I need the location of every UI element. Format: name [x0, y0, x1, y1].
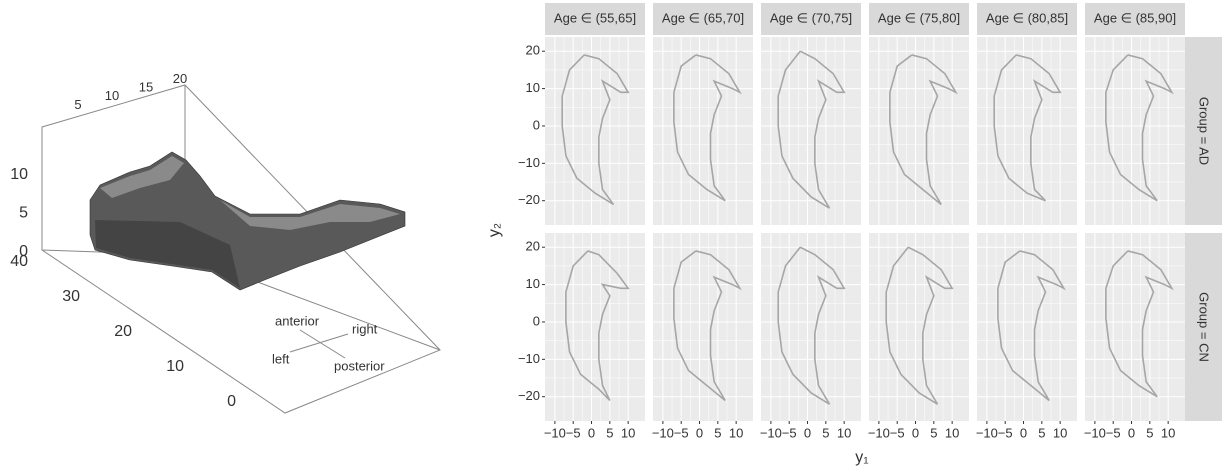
x-tick-label: −5	[782, 425, 797, 440]
x-tick-label: −5	[1106, 425, 1121, 440]
col-strip-label: Age ∈ (75,80]	[878, 10, 960, 25]
y-tick-label: −10	[518, 351, 540, 366]
depth-tick-label: 0	[227, 393, 236, 410]
row-strip-label: Group = AD	[1197, 97, 1212, 165]
x-tick-label: −10	[760, 425, 782, 440]
y-tick-label: 0	[533, 117, 540, 132]
x-tick-label: 0	[912, 425, 919, 440]
col-strip-label: Age ∈ (80,85]	[986, 10, 1068, 25]
z-tick-label: 10	[10, 166, 28, 183]
direction-label: right	[352, 321, 378, 336]
x-tick-label: 15	[139, 79, 153, 94]
panel-background	[1085, 233, 1185, 421]
panel-background	[653, 37, 753, 225]
col-strip-label: Age ∈ (65,70]	[662, 10, 744, 25]
x-tick-label: −5	[890, 425, 905, 440]
x-tick-label: 10	[105, 88, 119, 103]
panel-background	[545, 37, 645, 225]
y-tick-label: 10	[526, 80, 540, 95]
col-strip-label: Age ∈ (70,75]	[770, 10, 852, 25]
x-tick-label: 5	[606, 425, 613, 440]
x-tick-label: 5	[714, 425, 721, 440]
depth-tick-label: 10	[166, 358, 184, 375]
y-tick-label: −20	[518, 388, 540, 403]
x-tick-label: 10	[1053, 425, 1067, 440]
panel-background	[869, 37, 969, 225]
x-tick-label: 0	[804, 425, 811, 440]
z-tick-label: 5	[19, 205, 28, 222]
x-tick-label: −10	[544, 425, 566, 440]
panel-background	[1085, 37, 1185, 225]
y-tick-label: 0	[533, 313, 540, 328]
y-tick-label: −20	[518, 192, 540, 207]
x-tick-label: 5	[1038, 425, 1045, 440]
direction-label: left	[272, 351, 290, 366]
y-axis-label: y₂	[486, 223, 503, 237]
x-tick-label: −10	[1084, 425, 1106, 440]
panel-background	[977, 37, 1077, 225]
x-tick-label: 10	[945, 425, 959, 440]
x-tick-label: 20	[173, 71, 187, 86]
direction-label: anterior	[275, 313, 320, 328]
x-tick-label: −5	[998, 425, 1013, 440]
depth-tick-label: 20	[114, 323, 132, 340]
x-tick-label: 0	[588, 425, 595, 440]
x-tick-label: 0	[1128, 425, 1135, 440]
x-tick-label: 10	[837, 425, 851, 440]
x-tick-label: 5	[822, 425, 829, 440]
y-tick-label: −10	[518, 155, 540, 170]
x-axis-label: y₁	[855, 449, 868, 466]
x-tick-label: 0	[696, 425, 703, 440]
panel-background	[977, 233, 1077, 421]
x-tick-label: −10	[868, 425, 890, 440]
panel-background	[545, 233, 645, 421]
figure: 51015200510010203040anteriorrightleftpos…	[0, 0, 1225, 470]
panel-background	[653, 233, 753, 421]
x-tick-label: −5	[566, 425, 581, 440]
x-tick-label: 5	[930, 425, 937, 440]
depth-tick-label: 40	[10, 253, 28, 270]
row-strip-label: Group = CN	[1197, 292, 1212, 362]
x-tick-label: 10	[729, 425, 743, 440]
y-tick-label: 20	[526, 239, 540, 254]
x-tick-label: −5	[674, 425, 689, 440]
col-strip-label: Age ∈ (55,65]	[554, 10, 636, 25]
x-tick-label: 5	[1146, 425, 1153, 440]
x-tick-label: 10	[1161, 425, 1175, 440]
x-tick-label: −10	[976, 425, 998, 440]
y-tick-label: 10	[526, 276, 540, 291]
depth-tick-label: 30	[62, 288, 80, 305]
direction-label: posterior	[334, 358, 385, 373]
y-tick-label: 20	[526, 43, 540, 58]
col-strip-label: Age ∈ (85,90]	[1094, 10, 1176, 25]
direction-compass	[290, 330, 348, 358]
x-tick-label: 10	[621, 425, 635, 440]
x-tick-label: −10	[652, 425, 674, 440]
x-tick-label: 0	[1020, 425, 1027, 440]
x-tick-label: 5	[74, 97, 81, 112]
